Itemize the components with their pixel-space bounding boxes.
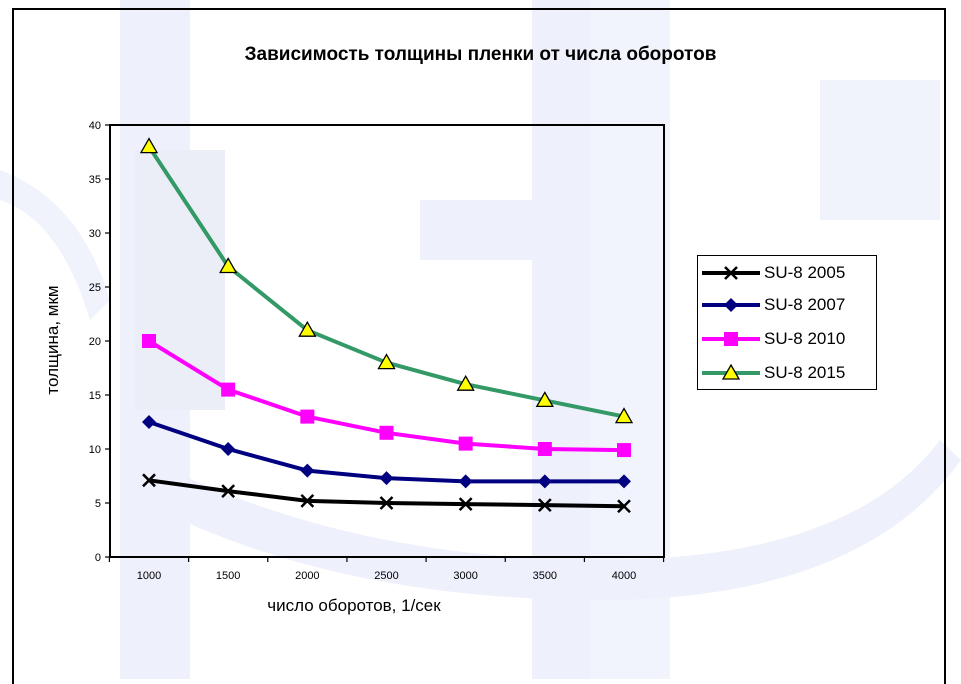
legend-item-su8-2010: SU-8 2010 <box>698 326 878 352</box>
y-tick-label: 20 <box>89 336 101 348</box>
data-point <box>221 442 236 456</box>
series-line <box>147 145 625 419</box>
series-su-8-2015 <box>139 137 634 424</box>
x-axis-label: число оборотов, 1/сек <box>267 596 441 615</box>
data-point <box>298 320 317 337</box>
x-tick-label: 3000 <box>453 570 477 582</box>
data-point <box>219 257 238 274</box>
data-point <box>535 391 554 408</box>
x-tick-label: 4000 <box>612 570 636 582</box>
data-point <box>379 471 394 486</box>
y-ticks: 0 5 10 15 20 25 30 35 40 <box>89 120 110 564</box>
legend-marker-diamond-icon <box>702 298 760 312</box>
data-point <box>221 382 236 397</box>
legend-marker-square-icon <box>702 332 760 346</box>
legend-item-su8-2005: SU-8 2005 <box>698 260 878 286</box>
series-group <box>139 137 634 514</box>
data-point <box>379 425 394 440</box>
chart-frame <box>12 8 946 684</box>
legend-item-su8-2007: SU-8 2007 <box>698 292 878 318</box>
y-tick-label: 40 <box>89 120 101 132</box>
chart-title: Зависимость толщины пленки от числа обор… <box>244 44 717 65</box>
data-point <box>142 334 156 348</box>
legend: SU-8 2005 SU-8 2007 SU-8 2010 SU-8 2015 <box>697 255 877 390</box>
x-tick-label: 2000 <box>295 570 319 582</box>
x-tick-label: 2500 <box>374 570 398 582</box>
data-point <box>614 407 634 424</box>
y-tick-label: 15 <box>89 390 101 402</box>
x-ticks: 1000 1500 2000 2500 3000 3500 4000 <box>108 557 665 582</box>
data-point <box>617 443 631 458</box>
data-point <box>139 137 159 154</box>
data-point <box>221 484 236 499</box>
legend-marker-x-icon <box>702 266 760 280</box>
data-point <box>458 474 473 489</box>
data-point <box>617 499 631 514</box>
data-point <box>617 474 631 489</box>
y-tick-label: 0 <box>95 552 101 564</box>
data-point <box>537 474 552 489</box>
series-su-8-2010 <box>142 334 631 458</box>
data-point <box>458 436 473 451</box>
legend-item-su8-2015: SU-8 2015 <box>698 360 878 386</box>
legend-marker-triangle-icon <box>702 363 760 380</box>
series-su-8-2007 <box>142 415 631 489</box>
y-tick-label: 35 <box>89 174 101 186</box>
y-axis-label: толщина, мкм <box>43 285 62 395</box>
series-su-8-2005 <box>142 473 631 514</box>
data-point <box>458 497 473 511</box>
axes <box>109 124 665 558</box>
data-point <box>377 353 396 370</box>
y-tick-label: 10 <box>89 444 101 456</box>
data-point <box>142 415 156 429</box>
y-tick-label: 25 <box>89 282 101 294</box>
y-tick-label: 30 <box>89 228 101 240</box>
legend-label: SU-8 2015 <box>764 363 846 382</box>
data-point <box>537 498 552 513</box>
legend-label: SU-8 2007 <box>764 295 846 314</box>
x-tick-label: 1500 <box>216 570 240 582</box>
legend-label: SU-8 2010 <box>764 329 846 348</box>
y-tick-label: 5 <box>95 498 101 510</box>
legend-label: SU-8 2005 <box>764 263 846 282</box>
data-point <box>300 409 315 424</box>
data-point <box>300 493 315 508</box>
data-point <box>537 442 552 456</box>
data-point <box>142 473 156 488</box>
plot-border <box>109 124 665 558</box>
x-tick-label: 3500 <box>533 570 557 582</box>
data-point <box>456 374 475 391</box>
data-point <box>379 496 394 510</box>
data-point <box>300 463 315 478</box>
x-tick-label: 1000 <box>137 570 161 582</box>
